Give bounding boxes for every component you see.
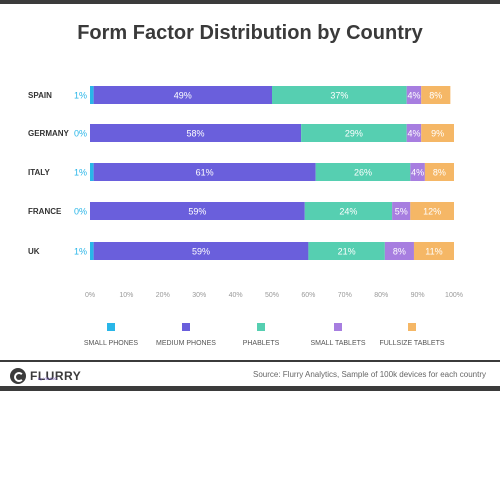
data-label-italy-1: 61% bbox=[196, 168, 214, 178]
legend-swatch-2 bbox=[257, 323, 265, 331]
bar-segment-germany-3 bbox=[406, 124, 422, 142]
bar-segment-uk-1 bbox=[93, 242, 309, 260]
data-label-france-3: 5% bbox=[395, 207, 408, 217]
x-tick-label: 30% bbox=[192, 292, 206, 299]
footer: FLURRY by YAHOO Source: Flurry Analytics… bbox=[0, 362, 500, 386]
category-label-uk: UK bbox=[28, 247, 40, 256]
legend-label-0: SMALL PHONES bbox=[84, 340, 139, 347]
data-label-uk-3: 8% bbox=[393, 247, 406, 257]
logo-text: FLURRY bbox=[30, 369, 82, 383]
bar-segment-france-4 bbox=[410, 202, 454, 220]
data-label-germany-0: 0% bbox=[74, 129, 87, 139]
bar-segment-spain-2 bbox=[272, 86, 407, 104]
chart-title: Form Factor Distribution by Country bbox=[77, 22, 423, 44]
bar-segment-uk-3 bbox=[384, 242, 414, 260]
x-tick-label: 40% bbox=[229, 292, 243, 299]
bar-segment-italy-0 bbox=[90, 163, 94, 181]
x-tick-label: 50% bbox=[265, 292, 279, 299]
data-label-spain-2: 37% bbox=[330, 91, 348, 101]
data-label-uk-2: 21% bbox=[338, 247, 356, 257]
data-label-uk-4: 11% bbox=[425, 247, 442, 257]
bar-segment-uk-4 bbox=[413, 242, 454, 260]
bar-segment-germany-1 bbox=[90, 124, 302, 142]
category-label-spain: SPAIN bbox=[28, 91, 52, 100]
bar-segment-spain-1 bbox=[93, 86, 272, 104]
legend-swatch-4 bbox=[408, 323, 416, 331]
flurry-logo-icon bbox=[10, 368, 26, 384]
x-tick-label: 60% bbox=[301, 292, 315, 299]
data-label-spain-3: 4% bbox=[407, 91, 420, 101]
data-label-spain-1: 49% bbox=[174, 91, 192, 101]
category-label-germany: GERMANY bbox=[28, 129, 70, 138]
bar-segment-france-1 bbox=[90, 202, 305, 220]
stacked-bar-chart: SPAIN 1% 49% 37% 4% 8% GERMANY 0% 58% 29% 4% 9% ITAL… bbox=[28, 86, 463, 347]
source-note: Source: Flurry Analytics, Sample of 100k… bbox=[253, 370, 486, 379]
x-tick-label: 80% bbox=[374, 292, 388, 299]
data-label-france-1: 59% bbox=[188, 207, 206, 217]
bar-segment-italy-4 bbox=[424, 163, 454, 181]
legend-label-1: MEDIUM PHONES bbox=[156, 340, 216, 347]
data-label-germany-2: 29% bbox=[345, 129, 363, 139]
legend-swatch-0 bbox=[107, 323, 115, 331]
data-label-germany-1: 58% bbox=[187, 129, 205, 139]
bar-segment-spain-4 bbox=[421, 86, 451, 104]
data-label-uk-1: 59% bbox=[192, 247, 210, 257]
bar-segment-france-3 bbox=[392, 202, 411, 220]
data-label-italy-0: 1% bbox=[74, 168, 87, 178]
bar-segment-germany-4 bbox=[421, 124, 454, 142]
footer-divider bbox=[0, 360, 500, 362]
legend-label-2: PHABLETS bbox=[243, 340, 280, 347]
x-tick-label: 0% bbox=[85, 292, 95, 299]
x-tick-label: 70% bbox=[338, 292, 352, 299]
x-tick-label: 100% bbox=[445, 292, 463, 299]
bar-segment-italy-1 bbox=[93, 163, 316, 181]
legend-swatch-3 bbox=[334, 323, 342, 331]
data-label-spain-0: 1% bbox=[74, 91, 87, 101]
x-tick-label: 20% bbox=[156, 292, 170, 299]
category-label-france: FRANCE bbox=[28, 207, 62, 216]
bar-segment-uk-2 bbox=[308, 242, 385, 260]
data-label-germany-3: 4% bbox=[407, 129, 420, 139]
legend-label-4: FULLSIZE TABLETS bbox=[379, 340, 444, 347]
bar-segment-italy-2 bbox=[315, 163, 411, 181]
data-label-uk-0: 1% bbox=[74, 247, 87, 257]
data-label-france-0: 0% bbox=[74, 207, 87, 217]
data-label-italy-3: 4% bbox=[411, 168, 424, 178]
data-label-spain-4: 8% bbox=[429, 91, 442, 101]
legend-swatch-1 bbox=[182, 323, 190, 331]
bar-segment-spain-3 bbox=[406, 86, 422, 104]
category-label-italy: ITALY bbox=[28, 168, 50, 177]
bar-segment-france-2 bbox=[304, 202, 393, 220]
bar-segment-uk-0 bbox=[90, 242, 94, 260]
bottom-border bbox=[0, 386, 500, 391]
data-label-italy-4: 8% bbox=[433, 168, 446, 178]
x-tick-label: 10% bbox=[119, 292, 133, 299]
bar-segment-italy-3 bbox=[410, 163, 425, 181]
data-label-france-4: 12% bbox=[423, 207, 441, 217]
data-label-france-2: 24% bbox=[339, 207, 357, 217]
data-label-italy-2: 26% bbox=[354, 168, 372, 178]
logo-subtext: by YAHOO bbox=[38, 376, 58, 381]
data-label-germany-4: 9% bbox=[431, 129, 444, 139]
legend-label-3: SMALL TABLETS bbox=[310, 340, 365, 347]
x-tick-label: 90% bbox=[411, 292, 425, 299]
bar-segment-germany-2 bbox=[301, 124, 407, 142]
flurry-logo: FLURRY bbox=[10, 367, 81, 385]
top-border bbox=[0, 0, 500, 4]
bar-segment-spain-0 bbox=[90, 86, 94, 104]
